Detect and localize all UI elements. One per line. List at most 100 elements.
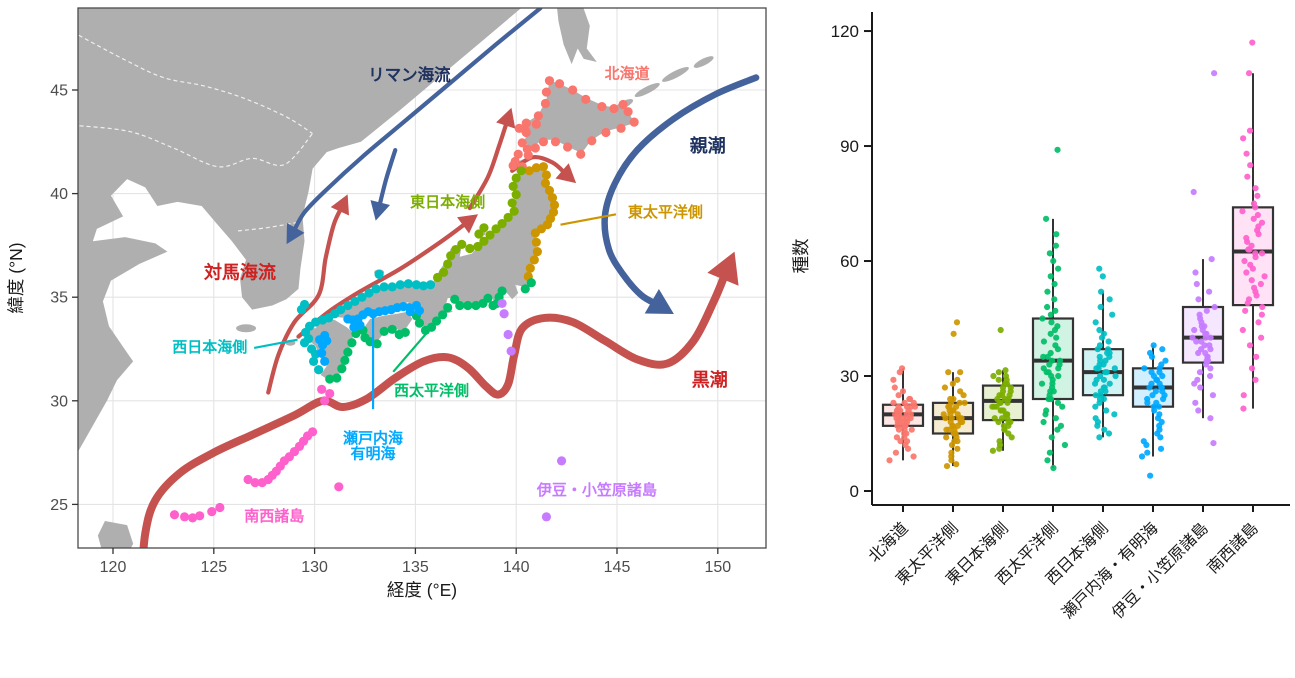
sample-point	[544, 76, 555, 86]
jitter-point	[901, 399, 908, 406]
jitter-point	[1197, 384, 1204, 391]
jitter-point	[1040, 365, 1047, 372]
jitter-point	[1157, 445, 1165, 452]
jitter-point	[1102, 357, 1109, 364]
sample-point	[325, 374, 335, 384]
jitter-point	[1052, 242, 1060, 249]
sample-point	[463, 300, 473, 311]
jitter-point	[953, 319, 961, 326]
y-tick-label: 0	[850, 482, 859, 501]
jitter-point	[1045, 369, 1052, 376]
region-points-hokkaido	[508, 76, 639, 172]
x-category-label: 瀬戸内海・有明海	[1059, 519, 1162, 622]
jitter-point	[1206, 372, 1214, 380]
jitter-point	[1002, 372, 1010, 380]
jitter-point	[1040, 338, 1048, 345]
jitter-point	[1047, 273, 1054, 280]
jitter-point	[1109, 311, 1116, 318]
current-arrowhead-liman	[370, 200, 391, 221]
region-callout-higashi-taiheiyo	[560, 213, 617, 226]
jitter-point	[1210, 439, 1217, 447]
map-y-axis-title: 緯度 (°N)	[6, 242, 26, 313]
sample-point	[471, 300, 481, 311]
region-points-nishi-taiheiyo	[325, 278, 536, 384]
jitter-point	[1193, 338, 1200, 345]
current-arrowhead-tsushima	[496, 107, 516, 129]
jitter-point	[1250, 200, 1258, 207]
jitter-point	[1044, 303, 1051, 311]
jitter-point	[997, 407, 1004, 414]
jitter-point	[957, 369, 964, 376]
y-tick-label: 120	[831, 22, 859, 41]
sample-point	[538, 137, 549, 147]
sample-point	[332, 373, 342, 383]
sample-point	[531, 163, 541, 173]
jitter-point	[1243, 269, 1250, 276]
jitter-point	[1005, 430, 1012, 437]
x-tick-label: 135	[402, 559, 429, 576]
current-line-oyashio	[601, 74, 760, 308]
region-label-nansei: 南西諸島	[244, 507, 304, 525]
jitter-point	[1205, 288, 1213, 295]
jitter-point	[961, 399, 968, 406]
box-points-4	[1091, 265, 1119, 441]
jitter-point	[1100, 376, 1108, 383]
region-points-izu-ogasawara	[497, 298, 567, 522]
region-label-higashi-nihonkai: 東日本海側	[410, 193, 485, 211]
sample-point	[443, 302, 453, 313]
jitter-point	[1047, 330, 1054, 337]
current-label-oyashio: 親潮	[690, 135, 726, 156]
box-points-7	[1239, 39, 1268, 412]
region-points-higashi-taiheiyo	[523, 162, 560, 282]
x-tick-label: 125	[200, 559, 227, 576]
sample-point	[506, 346, 516, 356]
jitter-point	[899, 388, 907, 395]
sample-point	[364, 288, 374, 298]
region-label-higashi-taiheiyo: 東太平洋側	[628, 203, 703, 221]
jitter-point	[1153, 399, 1160, 406]
landmass-taiwan	[97, 520, 134, 548]
jitter-point	[1112, 372, 1119, 380]
jitter-point	[950, 330, 957, 337]
map-panel-border	[77, 7, 767, 549]
sample-point	[371, 284, 381, 294]
jitter-point	[1111, 411, 1118, 418]
sample-point	[169, 510, 180, 520]
sample-point	[340, 355, 350, 365]
sample-point	[418, 281, 429, 291]
box-points-3	[1038, 146, 1069, 472]
jitter-point	[1189, 334, 1196, 341]
sample-point	[395, 280, 405, 290]
sample-point	[544, 185, 555, 196]
landmass-shikoku	[362, 311, 413, 344]
sample-point	[474, 229, 484, 239]
jitter-point	[1053, 231, 1060, 238]
landmass-mainland	[78, 8, 522, 452]
jitter-point	[1105, 338, 1112, 345]
sample-point	[317, 384, 327, 395]
x-tick-label: 140	[503, 559, 530, 576]
current-line-liman	[291, 8, 543, 235]
jitter-point	[1104, 346, 1112, 353]
jitter-point	[989, 447, 997, 454]
sample-point	[299, 338, 310, 348]
jitter-point	[1099, 273, 1106, 280]
sample-point	[432, 272, 443, 283]
jitter-point	[1111, 365, 1118, 372]
jitter-point	[1190, 188, 1197, 196]
region-label2-seto-ariake: 有明海	[351, 445, 396, 463]
sample-point	[325, 388, 335, 399]
sample-point	[387, 282, 397, 292]
map-current-arrows	[139, 8, 760, 548]
jitter-point	[1252, 376, 1259, 383]
jitter-point	[945, 369, 952, 376]
jitter-point	[908, 426, 915, 433]
sample-point	[314, 365, 324, 375]
sample-point	[250, 478, 260, 488]
jitter-point	[1244, 173, 1251, 180]
region-points-nansei	[169, 384, 344, 523]
jitter-point	[1056, 357, 1064, 364]
jitter-point	[1096, 265, 1103, 272]
jitter-point	[1202, 349, 1209, 357]
